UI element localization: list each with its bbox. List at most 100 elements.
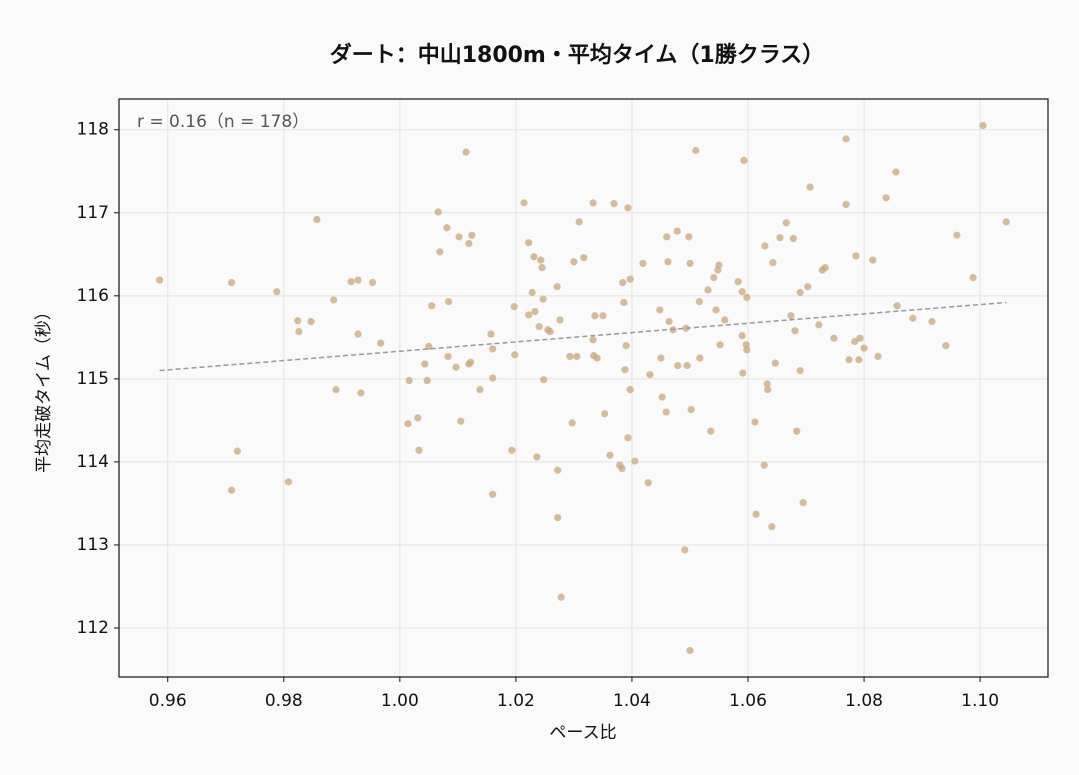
- point: [462, 148, 470, 156]
- x-tick-label: 1.00: [381, 691, 419, 711]
- point: [554, 513, 562, 522]
- point: [707, 427, 715, 435]
- point: [751, 418, 759, 426]
- point: [761, 242, 769, 250]
- point: [621, 366, 629, 374]
- point: [804, 283, 812, 291]
- point: [626, 386, 634, 394]
- point: [533, 453, 541, 461]
- point: [686, 259, 694, 268]
- point: [457, 417, 465, 425]
- point: [769, 259, 777, 267]
- point: [570, 258, 578, 266]
- point: [760, 461, 768, 469]
- y-tick-label: 116: [77, 286, 109, 306]
- point: [686, 646, 694, 655]
- x-tick-label: 0.96: [149, 691, 187, 711]
- x-tick-label: 0.98: [265, 691, 303, 711]
- point: [892, 168, 900, 176]
- point: [332, 386, 340, 394]
- point: [566, 352, 574, 361]
- point: [444, 298, 453, 306]
- point: [687, 405, 695, 414]
- point: [530, 253, 538, 261]
- point: [557, 593, 565, 601]
- point: [663, 233, 671, 241]
- point: [487, 330, 495, 338]
- point: [294, 317, 302, 325]
- point: [845, 356, 853, 364]
- point: [893, 302, 901, 310]
- point: [674, 361, 682, 370]
- point: [712, 306, 720, 314]
- point: [874, 352, 882, 361]
- point: [979, 121, 987, 130]
- point: [743, 293, 751, 302]
- point: [467, 358, 475, 366]
- point: [443, 224, 451, 232]
- point: [455, 233, 463, 241]
- point: [593, 354, 601, 362]
- point: [511, 351, 519, 359]
- point: [969, 273, 977, 282]
- point: [465, 239, 473, 248]
- point: [156, 276, 164, 284]
- point: [791, 327, 799, 335]
- point: [658, 393, 666, 401]
- point: [734, 278, 742, 286]
- point: [715, 261, 723, 269]
- point: [489, 490, 497, 498]
- point: [704, 286, 712, 294]
- x-tick-label: 1.04: [613, 691, 651, 711]
- point: [573, 352, 581, 361]
- point: [768, 523, 776, 531]
- point: [851, 337, 859, 346]
- point: [330, 296, 338, 304]
- point: [525, 311, 533, 319]
- point: [425, 342, 433, 351]
- point: [799, 499, 807, 507]
- x-tick-label: 1.08: [845, 691, 883, 711]
- point: [776, 234, 784, 242]
- point: [619, 278, 627, 287]
- plot-frame: [118, 98, 1049, 678]
- point: [842, 135, 850, 143]
- y-axis-label: 平均走破タイム（秒）: [34, 303, 54, 473]
- point: [743, 346, 751, 354]
- plot-area: [119, 99, 1048, 677]
- chart-title: ダート：中山1800m・平均タイム（1勝クラス）: [330, 42, 825, 68]
- point: [531, 307, 539, 316]
- point: [787, 312, 795, 320]
- point: [796, 288, 804, 297]
- x-tick-label: 1.06: [729, 691, 767, 711]
- point: [354, 330, 362, 338]
- point: [444, 352, 452, 361]
- point: [626, 275, 634, 283]
- point: [428, 302, 436, 310]
- point: [575, 218, 583, 226]
- point: [796, 366, 804, 375]
- point: [852, 252, 860, 260]
- y-tick-label: 114: [77, 452, 109, 472]
- point: [405, 376, 413, 385]
- point: [295, 327, 303, 336]
- point: [538, 263, 546, 272]
- point: [476, 386, 484, 394]
- point: [793, 427, 801, 435]
- point: [452, 363, 460, 371]
- point: [233, 447, 241, 455]
- point: [354, 276, 362, 284]
- point: [556, 316, 564, 324]
- point: [227, 486, 236, 494]
- point: [368, 278, 377, 287]
- point: [696, 354, 704, 362]
- point: [508, 446, 516, 454]
- point: [657, 354, 665, 362]
- point: [525, 239, 533, 247]
- point: [546, 327, 554, 336]
- point: [738, 332, 746, 340]
- point: [414, 414, 422, 422]
- point: [830, 334, 838, 342]
- point: [752, 510, 760, 518]
